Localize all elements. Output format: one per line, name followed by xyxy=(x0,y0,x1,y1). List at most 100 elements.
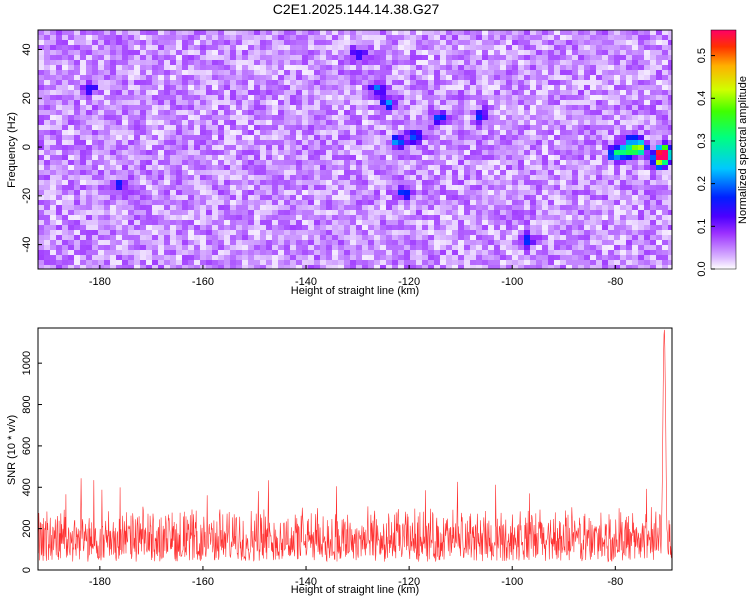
heatmap-cell xyxy=(524,230,530,235)
heatmap-cell xyxy=(506,40,512,45)
heatmap-cell xyxy=(296,140,302,145)
heatmap-cell xyxy=(272,115,278,120)
heatmap-cell xyxy=(476,255,482,260)
heatmap-cell xyxy=(392,220,398,225)
heatmap-cell xyxy=(284,235,290,240)
heatmap-cell xyxy=(488,220,494,225)
heatmap-cell xyxy=(230,235,236,240)
heatmap-cell xyxy=(626,100,632,105)
heatmap-cell xyxy=(104,220,110,225)
heatmap-cell xyxy=(182,220,188,225)
heatmap-cell xyxy=(104,250,110,255)
heatmap-cell xyxy=(614,210,620,215)
heatmap-cell xyxy=(506,80,512,85)
heatmap-cell xyxy=(554,135,560,140)
heatmap-cell xyxy=(56,120,62,125)
heatmap-cell xyxy=(38,210,44,215)
heatmap-cell xyxy=(638,160,644,165)
heatmap-cell xyxy=(608,30,614,35)
heatmap-cell xyxy=(500,75,506,80)
heatmap-cell xyxy=(464,35,470,40)
heatmap-cell xyxy=(470,115,476,120)
heatmap-cell xyxy=(104,95,110,100)
heatmap-cell xyxy=(218,125,224,130)
heatmap-cell xyxy=(596,240,602,245)
heatmap-cell xyxy=(464,90,470,95)
heatmap-cell xyxy=(254,255,260,260)
heatmap-cell xyxy=(68,235,74,240)
heatmap-cell xyxy=(632,200,638,205)
heatmap-cell xyxy=(86,120,92,125)
heatmap-cell xyxy=(614,100,620,105)
heatmap-cell xyxy=(584,205,590,210)
heatmap-cell xyxy=(254,245,260,250)
heatmap-cell xyxy=(368,190,374,195)
heatmap-cell xyxy=(62,165,68,170)
heatmap-cell xyxy=(380,90,386,95)
heatmap-cell xyxy=(236,125,242,130)
heatmap-cell xyxy=(584,75,590,80)
heatmap-cell xyxy=(104,160,110,165)
heatmap-cell xyxy=(410,60,416,65)
heatmap-cell xyxy=(344,245,350,250)
heatmap-cell xyxy=(644,140,650,145)
heatmap-cell xyxy=(392,245,398,250)
heatmap-cell xyxy=(74,190,80,195)
heatmap-cell xyxy=(410,55,416,60)
heatmap-cell xyxy=(38,190,44,195)
heatmap-cell xyxy=(158,245,164,250)
heatmap-cell xyxy=(338,250,344,255)
heatmap-cell xyxy=(476,120,482,125)
heatmap-cell xyxy=(440,85,446,90)
heatmap-cell xyxy=(578,240,584,245)
heatmap-cell xyxy=(284,155,290,160)
heatmap-cell xyxy=(668,250,672,255)
heatmap-cell xyxy=(284,100,290,105)
heatmap-cell xyxy=(314,215,320,220)
heatmap-cell xyxy=(206,100,212,105)
heatmap-cell xyxy=(512,175,518,180)
heatmap-cell xyxy=(542,210,548,215)
heatmap-cell xyxy=(56,90,62,95)
heatmap-cell xyxy=(290,210,296,215)
heatmap-cell xyxy=(356,110,362,115)
heatmap-cell xyxy=(560,195,566,200)
heatmap-cell xyxy=(542,225,548,230)
heatmap-cell xyxy=(362,110,368,115)
heatmap-cell xyxy=(152,50,158,55)
heatmap-cell xyxy=(506,85,512,90)
heatmap-cell xyxy=(380,205,386,210)
heatmap-cell xyxy=(170,85,176,90)
heatmap-cell xyxy=(494,175,500,180)
heatmap-cell xyxy=(476,125,482,130)
heatmap-cell xyxy=(554,110,560,115)
heatmap-cell xyxy=(74,240,80,245)
heatmap-cell xyxy=(524,225,530,230)
heatmap-cell xyxy=(356,95,362,100)
heatmap-cell xyxy=(320,75,326,80)
heatmap-cell xyxy=(602,230,608,235)
heatmap-cell xyxy=(374,90,380,95)
heatmap-cell xyxy=(608,215,614,220)
heatmap-cell xyxy=(560,90,566,95)
heatmap-cell xyxy=(134,230,140,235)
heatmap-cell xyxy=(62,230,68,235)
heatmap-cell xyxy=(452,240,458,245)
heatmap-cell xyxy=(182,245,188,250)
heatmap-cell xyxy=(554,205,560,210)
heatmap-cell xyxy=(482,220,488,225)
heatmap-cell xyxy=(98,230,104,235)
heatmap-cell xyxy=(656,200,662,205)
heatmap-cell xyxy=(326,70,332,75)
heatmap-cell xyxy=(410,230,416,235)
heatmap-cell xyxy=(602,75,608,80)
heatmap-cell xyxy=(644,260,650,265)
heatmap-cell xyxy=(92,90,98,95)
heatmap-cell xyxy=(584,200,590,205)
heatmap-cell xyxy=(62,180,68,185)
heatmap-cell xyxy=(86,60,92,65)
heatmap-cell xyxy=(236,85,242,90)
heatmap-cell xyxy=(572,230,578,235)
heatmap-cell xyxy=(254,145,260,150)
heatmap-cell xyxy=(446,90,452,95)
